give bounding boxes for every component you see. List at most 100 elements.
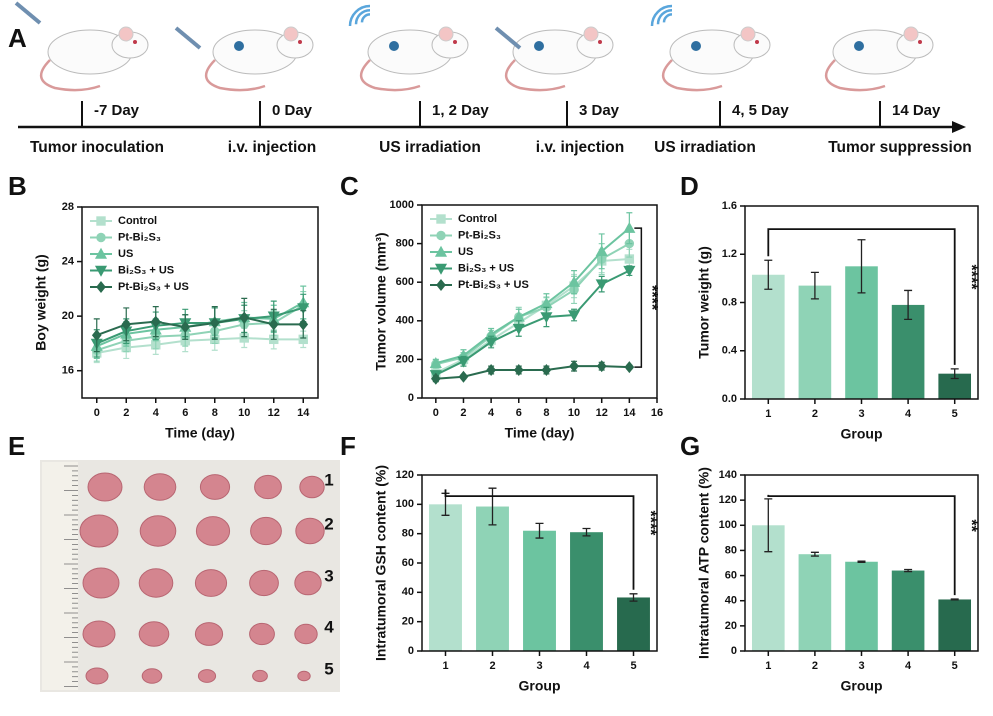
day-label: 3 Day bbox=[579, 102, 620, 119]
panel-label: G bbox=[680, 431, 700, 461]
legend-marker bbox=[96, 232, 106, 243]
mouse-ear bbox=[118, 26, 134, 42]
tumor-dot bbox=[389, 41, 399, 51]
marker bbox=[595, 279, 608, 291]
y-tick-label: 28 bbox=[62, 201, 74, 213]
y-tick-label: 120 bbox=[396, 469, 414, 481]
error-bar bbox=[535, 522, 544, 539]
x-axis-title: Group bbox=[841, 426, 883, 442]
marker bbox=[486, 364, 496, 377]
x-tick-label: 0 bbox=[433, 407, 439, 419]
y-tick-label: 0.4 bbox=[722, 345, 738, 357]
mouse-eye bbox=[598, 40, 602, 44]
x-tick-label: 4 bbox=[153, 407, 160, 419]
mouse-tail bbox=[505, 59, 566, 92]
day-label: 4, 5 Day bbox=[732, 102, 789, 119]
error-bar bbox=[629, 593, 638, 602]
legend-label: Bi₂S₃ + US bbox=[458, 262, 514, 274]
tumor-specimen bbox=[194, 569, 228, 597]
y-tick-label: 40 bbox=[402, 586, 414, 598]
significance-label: **** bbox=[643, 285, 660, 311]
mouse-icon bbox=[205, 26, 314, 92]
error-bar bbox=[488, 487, 497, 526]
marker bbox=[209, 316, 220, 329]
y-tick-label: 80 bbox=[725, 544, 737, 556]
mouse-icon bbox=[505, 26, 614, 92]
y-axis-title: Tumor volume (mm³) bbox=[373, 232, 389, 370]
x-axis-title: Group bbox=[841, 678, 883, 694]
tumor-specimen bbox=[85, 667, 109, 685]
legend-marker bbox=[436, 214, 446, 224]
y-tick-label: 0.8 bbox=[722, 296, 737, 308]
series-line bbox=[96, 306, 304, 345]
tumor-specimen bbox=[194, 622, 224, 646]
x-axis-title: Group bbox=[519, 678, 561, 694]
event-label: i.v. injection bbox=[536, 139, 624, 156]
marker bbox=[512, 323, 525, 335]
bar bbox=[798, 285, 832, 399]
tumor-specimen bbox=[249, 569, 279, 597]
marker bbox=[91, 329, 102, 342]
row-label: 1 bbox=[324, 470, 333, 489]
marker bbox=[430, 372, 441, 385]
tumor-specimen bbox=[138, 621, 170, 647]
y-tick-label: 0 bbox=[408, 392, 414, 404]
bar bbox=[798, 554, 832, 651]
tumor-specimen bbox=[250, 516, 282, 546]
y-tick-label: 60 bbox=[402, 557, 414, 569]
tumor-specimen bbox=[249, 622, 275, 646]
x-tick-label: 2 bbox=[812, 660, 818, 672]
y-tick-label: 100 bbox=[396, 498, 414, 510]
tumor-specimen bbox=[197, 669, 217, 683]
y-tick-label: 20 bbox=[402, 616, 414, 628]
mouse-eye bbox=[918, 40, 922, 44]
significance-bracket bbox=[444, 489, 635, 590]
series-line bbox=[435, 227, 630, 365]
row-label: 2 bbox=[324, 514, 333, 533]
syringe bbox=[494, 26, 522, 50]
x-tick-label: 6 bbox=[516, 407, 522, 419]
error-bar bbox=[810, 271, 819, 300]
x-tick-label: 3 bbox=[858, 408, 864, 420]
legend-marker bbox=[434, 263, 448, 275]
x-tick-label: 16 bbox=[651, 407, 663, 419]
x-tick-label: 2 bbox=[489, 660, 495, 672]
bar bbox=[845, 561, 878, 651]
y-tick-label: 20 bbox=[725, 620, 737, 632]
mouse-eye bbox=[755, 40, 759, 44]
marker bbox=[568, 275, 581, 287]
tumor-specimen bbox=[138, 568, 174, 598]
mouse-icon bbox=[662, 26, 771, 92]
x-tick-label: 12 bbox=[268, 407, 280, 419]
marker bbox=[458, 370, 469, 383]
y-tick-label: 400 bbox=[396, 315, 414, 327]
panel-label: F bbox=[340, 431, 356, 461]
mouse-tail bbox=[40, 59, 101, 92]
x-tick-label: 1 bbox=[765, 660, 771, 672]
x-tick-label: 1 bbox=[442, 660, 448, 672]
y-axis-title: Intratumoral ATP content (%) bbox=[696, 467, 712, 659]
mouse-tail bbox=[360, 59, 421, 92]
significance-label: **** bbox=[962, 265, 979, 291]
y-tick-label: 0 bbox=[408, 645, 414, 657]
row-label: 4 bbox=[324, 617, 334, 636]
error-bar bbox=[857, 560, 866, 564]
mouse-eye bbox=[453, 40, 457, 44]
y-tick-label: 40 bbox=[725, 595, 737, 607]
mouse-ear bbox=[903, 26, 919, 42]
significance-bracket bbox=[767, 494, 956, 596]
y-tick-label: 1000 bbox=[390, 199, 414, 211]
marker bbox=[624, 361, 635, 374]
mouse-icon bbox=[825, 26, 934, 92]
panel-label: C bbox=[340, 171, 359, 201]
tumor-specimen bbox=[139, 515, 177, 547]
plot-frame bbox=[421, 204, 658, 399]
error-bar bbox=[810, 551, 819, 557]
x-tick-label: 10 bbox=[238, 407, 250, 419]
x-tick-label: 0 bbox=[94, 407, 100, 419]
bar bbox=[429, 504, 462, 651]
mouse-ear bbox=[283, 26, 299, 42]
legend-marker bbox=[436, 230, 446, 241]
tumor-dot bbox=[854, 41, 864, 51]
syringe bbox=[14, 1, 42, 25]
